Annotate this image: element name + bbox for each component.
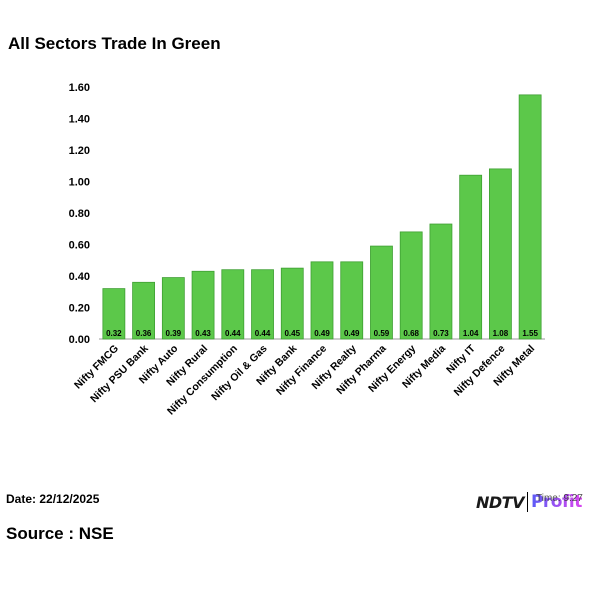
- bar: [102, 288, 126, 340]
- y-tick-label: 0.40: [69, 271, 90, 283]
- bar: [221, 269, 245, 340]
- y-tick-label: 1.60: [69, 82, 90, 94]
- bar: [459, 174, 483, 340]
- y-tick-label: 1.40: [69, 114, 90, 126]
- bar-value-label: 1.55: [522, 329, 538, 338]
- bar-value-label: 0.44: [255, 329, 271, 338]
- bar: [132, 281, 156, 340]
- bar: [191, 270, 215, 340]
- bar-value-label: 0.43: [195, 329, 211, 338]
- bar: [488, 168, 512, 340]
- bar-value-label: 1.04: [463, 329, 479, 338]
- bar-value-label: 0.49: [344, 329, 360, 338]
- y-tick-label: 0.60: [69, 240, 90, 252]
- y-tick-label: 1.00: [69, 177, 90, 189]
- bar: [310, 261, 334, 340]
- bar: [518, 94, 542, 340]
- chart-title: All Sectors Trade In Green: [8, 34, 221, 53]
- bar-value-label: 0.49: [314, 329, 330, 338]
- time-label: Time: 9:27: [536, 493, 583, 504]
- bar-value-label: 0.68: [403, 329, 419, 338]
- y-tick-label: 1.20: [69, 145, 90, 157]
- brand-separator: [526, 492, 528, 512]
- source-label: Source : NSE: [6, 524, 114, 543]
- bar-chart: 0.00 0.20 0.40 0.60 0.80 1.00 1.20 1.40 1.60 0.3…: [69, 82, 545, 418]
- bar-value-label: 0.36: [136, 329, 152, 338]
- y-tick-label: 0.20: [69, 303, 90, 315]
- bar: [370, 245, 393, 340]
- y-tick-label: 0.00: [69, 334, 90, 346]
- brand-sub: Profit: [530, 492, 582, 512]
- bar-value-label: 0.32: [106, 329, 122, 338]
- bar-value-label: 0.59: [374, 329, 390, 338]
- bar-value-label: 0.73: [433, 329, 449, 338]
- bar: [399, 231, 423, 340]
- bar: [161, 277, 185, 340]
- bar: [280, 267, 304, 340]
- bar: [251, 269, 274, 340]
- bar-value-label: 0.44: [225, 329, 241, 338]
- brand-logo: NDTV Profit: [476, 491, 582, 513]
- date-label: Date: 22/12/2025: [6, 492, 100, 506]
- bar: [340, 261, 364, 340]
- bar-value-label: 1.08: [493, 329, 509, 338]
- y-tick-label: 0.80: [69, 208, 90, 220]
- bar-value-label: 0.45: [284, 329, 300, 338]
- bar-value-label: 0.39: [166, 329, 182, 338]
- bar: [429, 223, 453, 340]
- brand-name: NDTV: [476, 492, 524, 512]
